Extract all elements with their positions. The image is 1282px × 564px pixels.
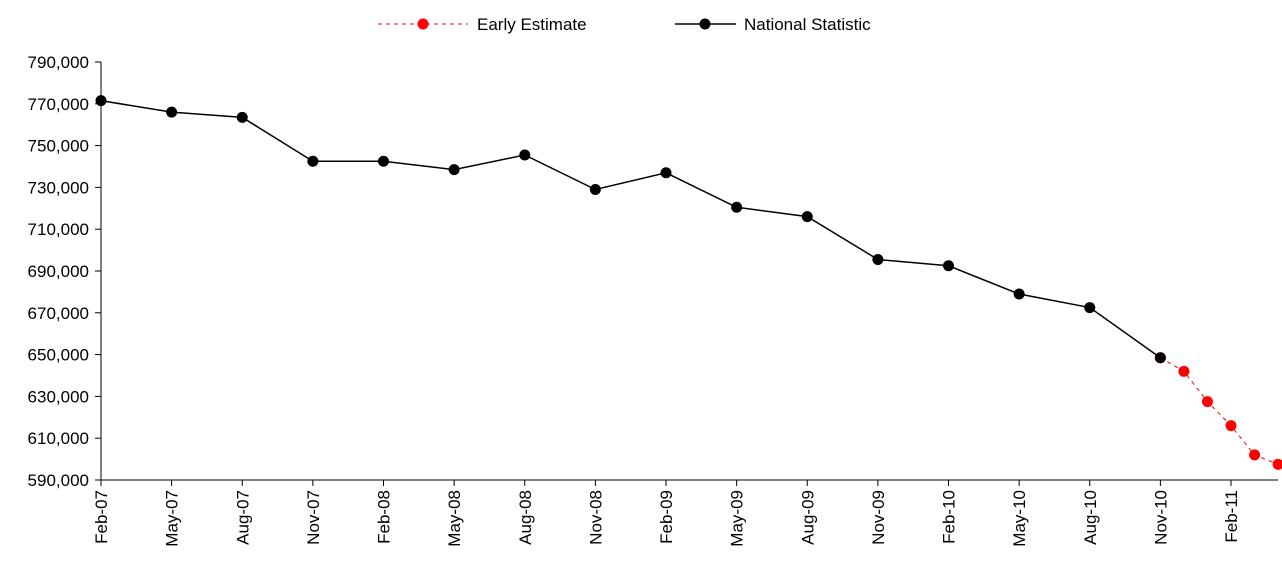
y-tick-label: 770,000	[28, 95, 89, 114]
data-point-national-statistic	[589, 183, 601, 195]
series-line-early-estimate	[1160, 357, 1279, 465]
series-national-statistic	[95, 95, 1166, 364]
x-tick-label: May-07	[163, 490, 182, 547]
series-line-national-statistic	[100, 99, 1161, 359]
x-tick-label: Aug-09	[798, 490, 817, 545]
data-point-national-statistic	[731, 201, 743, 213]
data-point-national-statistic	[943, 260, 954, 272]
axes	[100, 62, 1278, 481]
y-tick-label: 630,000	[28, 387, 89, 406]
legend-national-statistic-label: National Statistic	[744, 15, 871, 34]
x-tick-label: Aug-08	[516, 490, 535, 545]
data-point-early-estimate	[1178, 365, 1190, 377]
data-point-national-statistic	[872, 254, 884, 266]
data-point-national-statistic	[1154, 352, 1166, 364]
x-tick-label: Aug-10	[1081, 490, 1100, 545]
x-tick-label: Aug-07	[233, 490, 252, 545]
data-point-national-statistic	[801, 211, 813, 223]
x-tick-label: May-10	[1010, 490, 1029, 547]
x-tick-label: Nov-07	[304, 490, 323, 545]
y-tick-label: 730,000	[28, 178, 89, 197]
x-tick-label: Feb-11	[1222, 490, 1241, 543]
y-tick-label: 650,000	[28, 346, 89, 365]
y-tick-label: 590,000	[28, 471, 89, 490]
data-point-national-statistic	[95, 95, 107, 107]
series-early-estimate	[1154, 352, 1282, 470]
data-point-national-statistic	[378, 155, 389, 167]
x-axis-ticks: Feb-07 May-07 Aug-07 Nov-07 Feb-08 May-08 Aug-…	[92, 480, 1241, 547]
data-point-early-estimate	[1272, 458, 1282, 470]
x-tick-label: Feb-10	[940, 490, 959, 544]
y-axis-ticks: 590,000 610,000 630,000 650,000 670,000 690,0…	[28, 53, 101, 490]
data-point-national-statistic	[1013, 288, 1025, 300]
y-tick-label: 710,000	[28, 220, 89, 239]
data-point-national-statistic	[448, 164, 460, 176]
data-point-national-statistic	[1084, 302, 1096, 314]
x-tick-label: Feb-07	[92, 490, 111, 544]
data-point-national-statistic	[660, 167, 672, 179]
data-point-early-estimate	[1249, 449, 1261, 461]
legend-early-estimate-label: Early Estimate	[477, 15, 587, 34]
data-point-national-statistic	[307, 155, 319, 167]
y-tick-label: 690,000	[28, 262, 89, 281]
x-tick-label: Nov-08	[586, 490, 605, 545]
y-tick-label: 750,000	[28, 137, 89, 156]
x-tick-label: Nov-10	[1151, 490, 1170, 545]
data-point-early-estimate	[1201, 396, 1213, 408]
y-tick-label: 610,000	[28, 429, 89, 448]
data-point-national-statistic	[166, 106, 178, 118]
legend-national-statistic-marker	[699, 18, 711, 30]
x-tick-label: Feb-08	[375, 490, 394, 544]
x-tick-label: Feb-09	[657, 490, 676, 544]
data-point-national-statistic	[519, 149, 531, 161]
x-tick-label: May-09	[728, 490, 747, 547]
series-layer	[95, 95, 1282, 470]
legend-early-estimate-marker	[417, 18, 429, 30]
y-tick-label: 670,000	[28, 304, 89, 323]
x-tick-label: May-08	[445, 490, 464, 547]
y-tick-label: 790,000	[28, 53, 89, 72]
x-tick-label: Nov-09	[869, 490, 888, 545]
legend: Early Estimate National Statistic	[378, 15, 871, 34]
data-point-national-statistic	[236, 111, 248, 123]
data-point-early-estimate	[1225, 420, 1237, 432]
